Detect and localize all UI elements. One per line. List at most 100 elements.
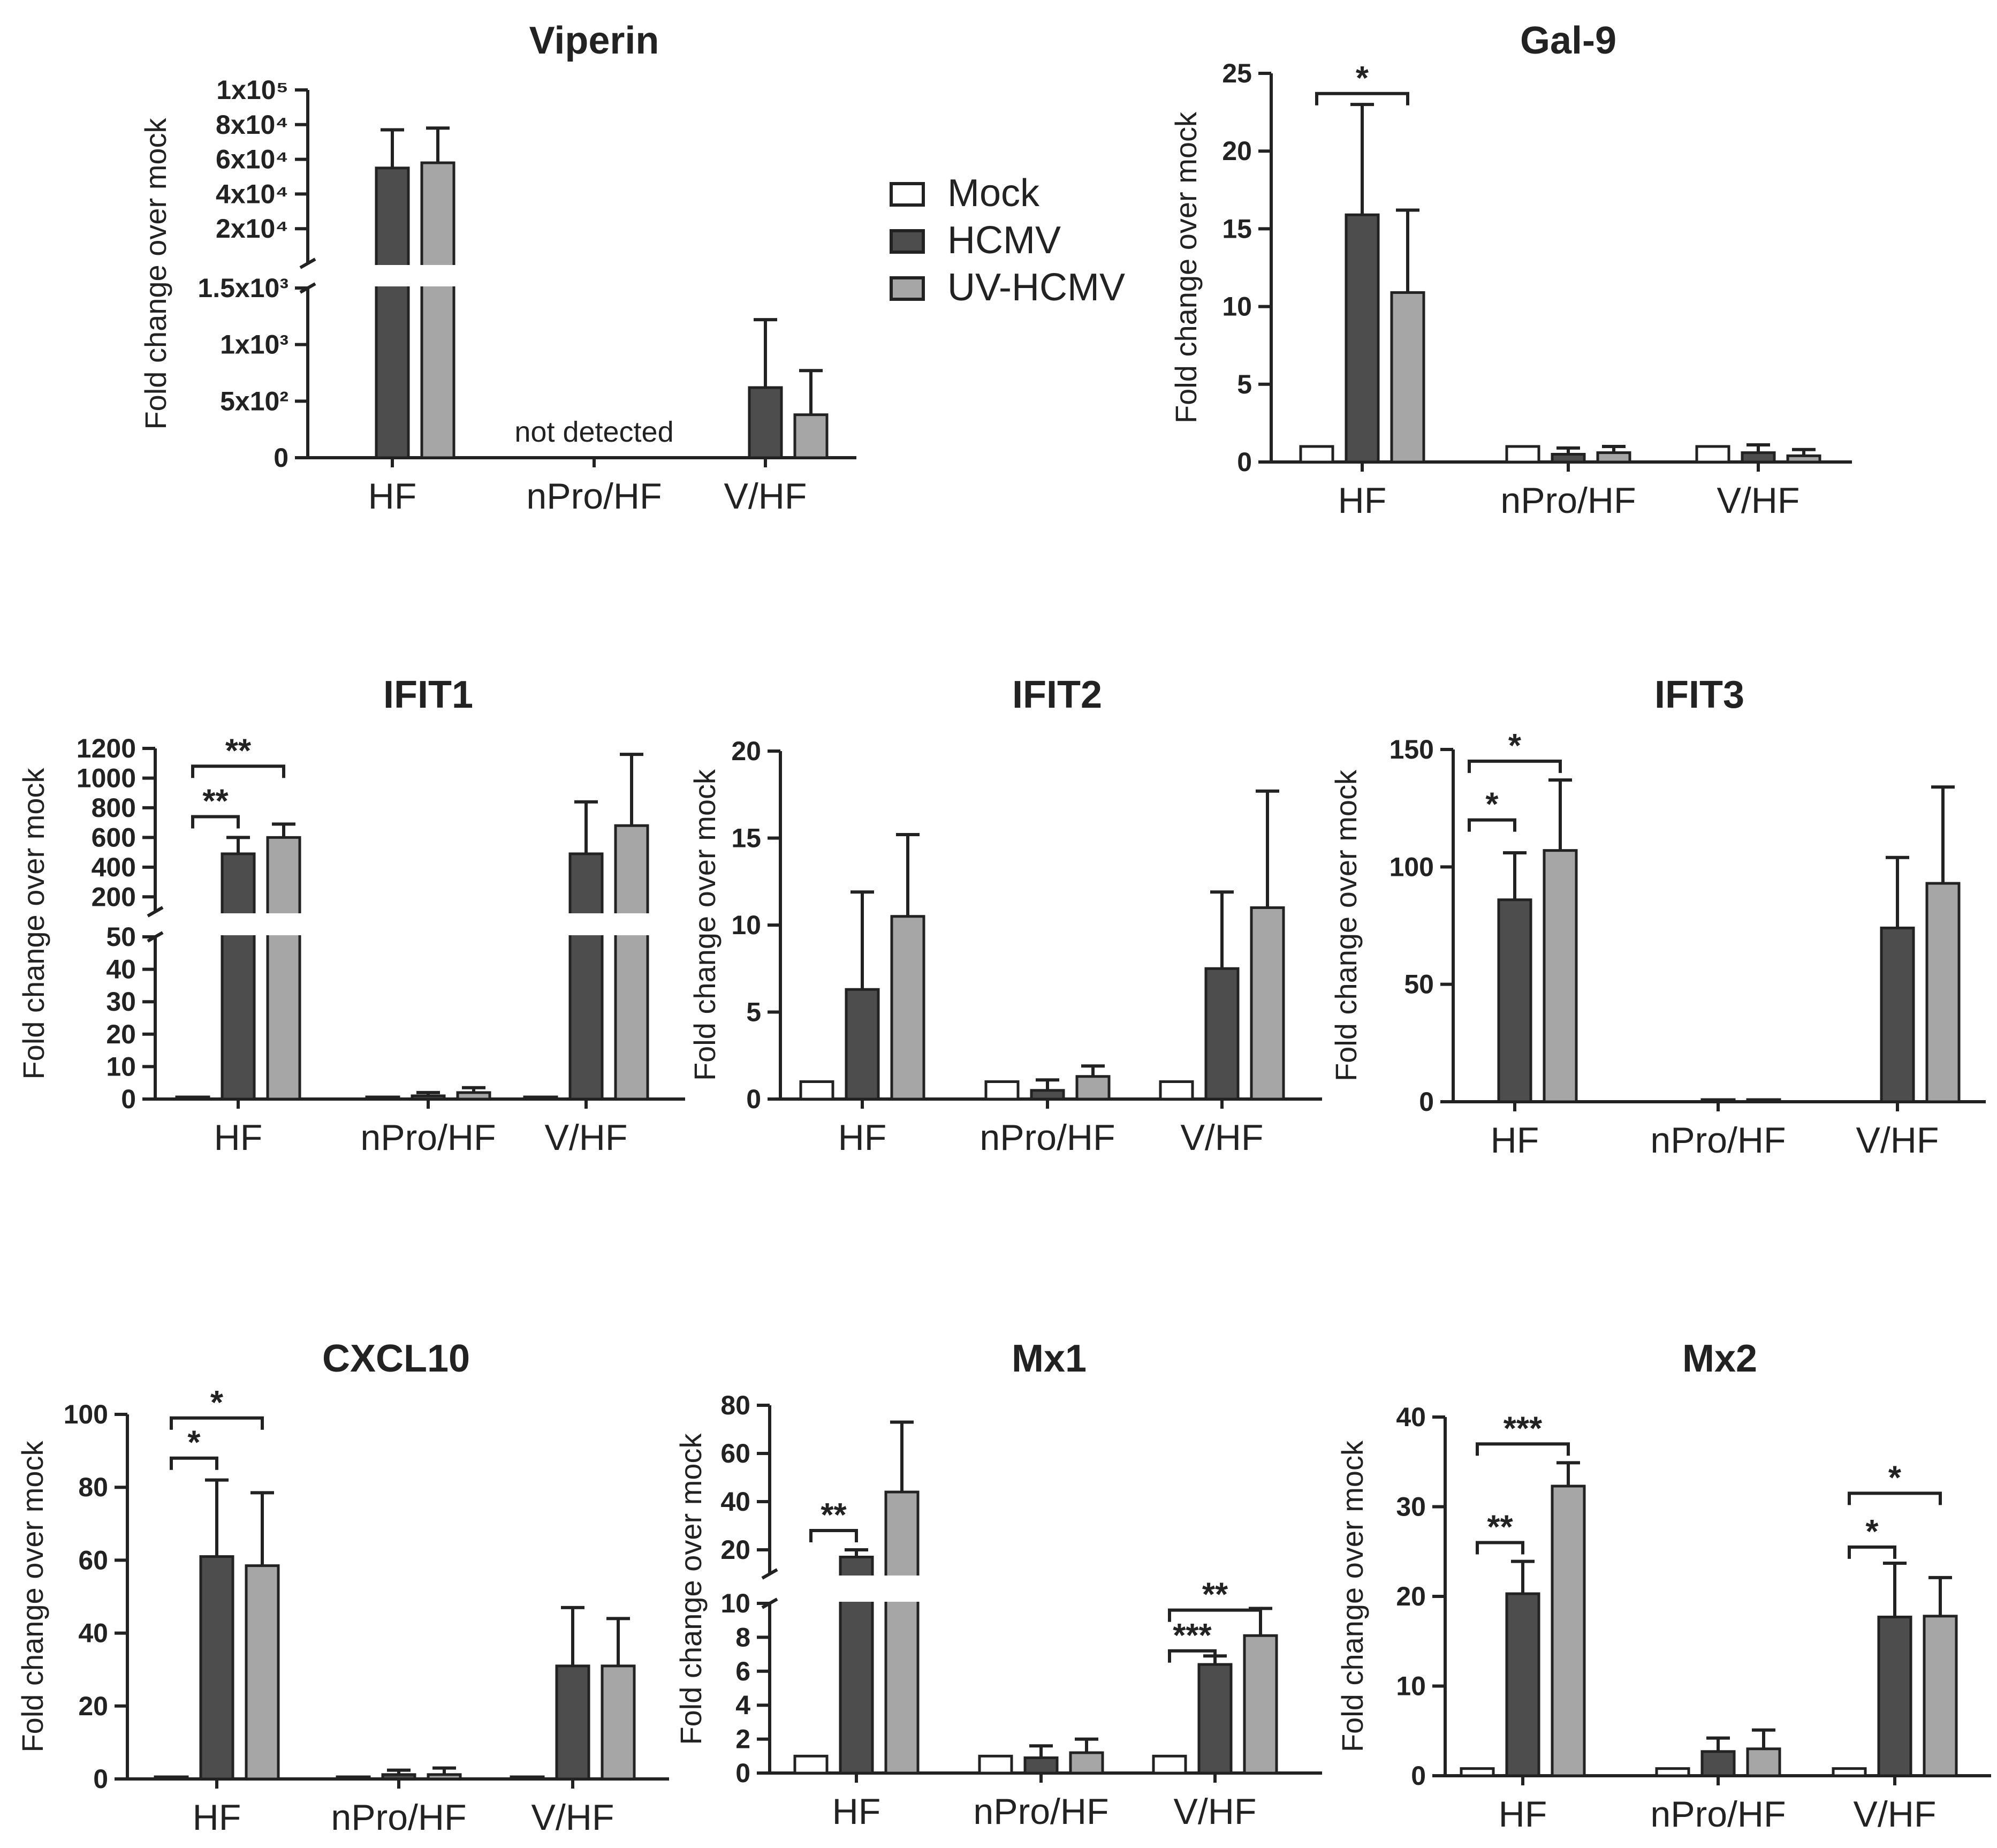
ifit1-y-tick-label: 1200 [77, 733, 136, 763]
mx1-y-tick-label: 0 [735, 1758, 750, 1788]
mx2-significance-bracket [1848, 1545, 1896, 1559]
cxcl10-x-tick-label: nPro/HF [331, 1797, 466, 1838]
cxcl10-y-tick-label: 40 [78, 1618, 108, 1648]
mx1-y-tick-label: 10 [720, 1588, 750, 1618]
ifit1-y-tick-label: 40 [106, 955, 136, 984]
ifit2-bar-hcmv [845, 988, 880, 1101]
ifit2-bar-uv-hcmv [1250, 906, 1285, 1101]
cxcl10-bar-mock [336, 1775, 371, 1781]
ifit1-x-tick-label: nPro/HF [360, 1117, 496, 1158]
ifit2-bar-mock [799, 1080, 834, 1101]
ifit3-x-tick-label: HF [1491, 1120, 1539, 1161]
mx1-y-tick-label: 20 [720, 1535, 750, 1565]
mx1-y-tick-label: 80 [720, 1390, 750, 1420]
gal9-bar-uv-hcmv [1390, 291, 1425, 464]
ifit2-x-tick-label: HF [838, 1117, 887, 1158]
gal9-bar-mock [1505, 445, 1540, 464]
viperin-title: Viperin [529, 19, 659, 62]
mx1-bar-uv-hcmv [884, 1490, 920, 1775]
ifit1-significance-label: ** [225, 732, 252, 769]
mx1-significance-bracket [809, 1529, 858, 1542]
ifit3-bar-hcmv [1880, 926, 1915, 1103]
cxcl10-y-tick-label: 60 [78, 1545, 108, 1575]
mx1-significance-label: *** [1173, 1617, 1212, 1654]
ifit1-y-tick-label: 400 [92, 852, 136, 882]
viperin-bar-uv-hcmv [793, 413, 829, 459]
ifit1-bar-uv-hcmv [266, 836, 301, 1101]
ifit1-y-tick-label: 10 [106, 1051, 136, 1081]
ifit2-x-tick-label: nPro/HF [979, 1117, 1115, 1158]
ifit3-y-tick-label: 150 [1389, 734, 1434, 764]
gal9-y-axis-label: Fold change over mock [1169, 111, 1203, 423]
mx2-significance-bracket [1476, 1442, 1570, 1456]
legend-label-hcmv: HCMV [947, 219, 1061, 262]
mx2-x-tick-label: HF [1499, 1794, 1547, 1835]
ifit2-y-tick-label: 10 [731, 910, 761, 940]
gal9-bar-uv-hcmv [1596, 451, 1631, 464]
mx2-significance-label: ** [1487, 1509, 1513, 1546]
gal9-x-tick-label: nPro/HF [1500, 480, 1636, 521]
ifit1-y-tick-label: 50 [106, 922, 136, 952]
gal9-significance-bracket [1315, 92, 1409, 105]
ifit1-significance-label: ** [202, 783, 229, 820]
cxcl10-significance-label: * [187, 1425, 201, 1461]
ifit2-bar-hcmv [1030, 1089, 1065, 1101]
mx2-significance-bracket [1476, 1541, 1524, 1555]
viperin-x-tick-label: nPro/HF [526, 476, 662, 517]
ifit3-bar-hcmv [1700, 1098, 1736, 1103]
gal9-bar-hcmv [1741, 451, 1776, 464]
cxcl10-bar-uv-hcmv [427, 1773, 462, 1781]
mx1-significance-bracket [1168, 1649, 1217, 1663]
viperin-annotation: not detected [514, 416, 673, 448]
gal9-x-tick-label: V/HF [1717, 480, 1800, 521]
ifit3-y-tick-label: 50 [1404, 970, 1434, 999]
mx2-y-tick-label: 0 [1411, 1761, 1426, 1791]
gal9-y-tick-label: 5 [1237, 369, 1252, 399]
ifit1-y-tick-label: 200 [92, 882, 136, 912]
cxcl10-y-tick-label: 100 [64, 1399, 108, 1429]
ifit1-y-tick-label: 30 [106, 987, 136, 1017]
viperin-y-tick-label: 4x10⁴ [216, 179, 288, 209]
ifit2-y-tick-label: 0 [746, 1084, 761, 1114]
ifit3-bar-hcmv [1497, 898, 1532, 1103]
mx1-y-tick-label: 4 [735, 1690, 750, 1720]
mx2-bar-uv-hcmv [1746, 1747, 1781, 1777]
mx2-bar-mock [1832, 1767, 1867, 1777]
mx2-significance-label: *** [1504, 1410, 1543, 1447]
ifit1-y-tick-label: 1000 [77, 763, 136, 793]
mx1-x-tick-label: HF [832, 1791, 881, 1832]
ifit1-bar-gap [264, 913, 303, 935]
ifit2-bar-hcmv [1204, 967, 1240, 1101]
ifit2-bar-mock [1159, 1080, 1194, 1101]
ifit1-significance-bracket [191, 764, 285, 778]
mx1-y-tick-label: 40 [720, 1487, 750, 1517]
gal9-bar-mock [1299, 445, 1334, 464]
legend-swatch-mock [890, 182, 925, 207]
mx1-bar-gap [883, 1576, 921, 1602]
viperin-y-axis-label: Fold change over mock [139, 117, 172, 429]
cxcl10-significance-bracket [170, 1416, 264, 1430]
ifit2-x-tick-label: V/HF [1181, 1117, 1264, 1158]
legend-label-uv-hcmv: UV-HCMV [947, 266, 1125, 309]
viperin-y-tick-label: 2x10⁴ [216, 214, 288, 244]
mx2-y-tick-label: 40 [1396, 1402, 1426, 1432]
viperin-y-tick-label: 1x10³ [220, 330, 288, 360]
ifit1-bar-hcmv [411, 1094, 446, 1101]
mx2-y-tick-label: 20 [1396, 1581, 1426, 1611]
ifit1-y-tick-label: 20 [106, 1019, 136, 1049]
gal9-significance-label: * [1356, 60, 1369, 97]
mx1-y-tick-label: 60 [720, 1438, 750, 1468]
ifit3-bar-uv-hcmv [1543, 849, 1578, 1103]
mx2-x-tick-label: nPro/HF [1650, 1794, 1786, 1835]
cxcl10-y-tick-label: 0 [93, 1764, 108, 1794]
ifit2-y-tick-label: 15 [731, 823, 761, 853]
mx2-bar-uv-hcmv [1923, 1615, 1958, 1777]
ifit1-bar-uv-hcmv [614, 824, 649, 1101]
ifit1-x-tick-label: V/HF [545, 1117, 628, 1158]
ifit1-bar-mock [523, 1095, 558, 1101]
legend-swatch-uv-hcmv [890, 276, 925, 301]
mx1-bar-hcmv [1197, 1663, 1233, 1775]
ifit1-bar-gap [219, 913, 257, 935]
gal9-y-tick-label: 0 [1237, 447, 1252, 477]
